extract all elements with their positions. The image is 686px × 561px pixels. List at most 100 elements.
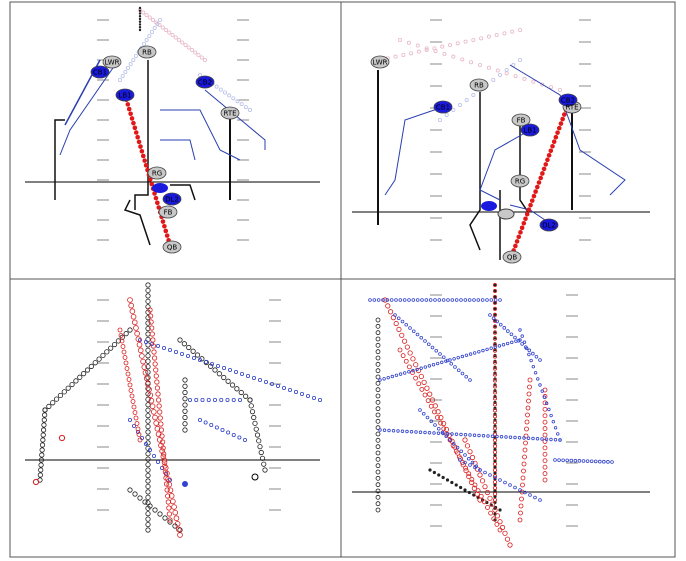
- trace-dot: [540, 389, 544, 393]
- trace-dot: [420, 298, 424, 302]
- player-label: RTE: [565, 104, 578, 112]
- trace-dot: [375, 380, 381, 386]
- trace-dot: [542, 432, 548, 438]
- faint-trace-dot: [180, 40, 185, 45]
- trace-dot: [161, 457, 167, 463]
- trace-dot: [378, 428, 382, 432]
- trace-dot: [450, 432, 454, 436]
- trace-dot: [492, 372, 497, 377]
- trace-dot: [426, 342, 431, 347]
- trace-dot: [431, 363, 436, 367]
- trace-dot: [182, 377, 188, 383]
- trace-dot: [148, 397, 155, 404]
- trace-dot: [382, 428, 387, 432]
- trace-dot: [438, 415, 444, 421]
- trace-dot: [498, 478, 502, 482]
- trace-dot: [398, 298, 403, 302]
- route-path: [204, 89, 266, 150]
- ball-path-dot: [131, 120, 136, 126]
- faint-trace-dot: [393, 54, 398, 59]
- trace-dot: [485, 505, 490, 510]
- trace-dot: [164, 487, 170, 493]
- trace-dot: [390, 374, 395, 379]
- trace-dot: [375, 412, 381, 418]
- trace-dot: [385, 303, 391, 309]
- trace-dot: [375, 368, 381, 374]
- trace-dot: [251, 375, 256, 380]
- trace-dot: [311, 395, 316, 400]
- trace-dot: [375, 501, 381, 507]
- trace-dot: [577, 459, 582, 463]
- trace-dot: [84, 367, 91, 373]
- trace-dot: [375, 488, 381, 494]
- route-path: [54, 119, 65, 200]
- trace-dot: [145, 467, 151, 473]
- trace-dot: [492, 336, 497, 341]
- trace-dot: [493, 453, 497, 457]
- trace-dot: [487, 495, 493, 501]
- trace-dot: [526, 436, 531, 440]
- trace-dot: [155, 391, 161, 397]
- trace-dot: [133, 325, 139, 331]
- ball-path-dot: [548, 148, 554, 154]
- trace-dot: [191, 355, 196, 360]
- ball-path-dot: [562, 112, 567, 117]
- player-label: CB1: [436, 104, 450, 112]
- trace-dot: [220, 427, 225, 432]
- trace-dot: [404, 344, 410, 350]
- trace-dot: [498, 298, 502, 302]
- route-path: [160, 109, 241, 161]
- trace-dot: [490, 434, 495, 438]
- trace-dot: [514, 339, 518, 343]
- route-path: [134, 60, 149, 210]
- player-marker: [137, 45, 157, 59]
- trace-dot: [553, 458, 557, 462]
- player-marker: [520, 123, 540, 137]
- trace-dot: [460, 354, 465, 359]
- trace-dot: [146, 386, 152, 393]
- trace-dot: [181, 341, 187, 347]
- trace-dot: [396, 326, 402, 333]
- trace-dot: [400, 429, 405, 433]
- trace-dot: [376, 298, 381, 302]
- trace-dot: [527, 384, 532, 390]
- trace-dot: [504, 435, 508, 439]
- ball-path-dot: [129, 116, 135, 121]
- player-label: RB: [474, 82, 484, 90]
- trace-dot: [108, 345, 114, 351]
- trace-dot: [57, 392, 64, 399]
- trace-dot: [375, 431, 381, 437]
- trace-dot: [182, 396, 188, 402]
- trace-dot: [523, 490, 527, 495]
- trace-dot: [247, 397, 253, 403]
- trace-dot: [463, 465, 469, 471]
- trace-dot: [549, 413, 553, 418]
- trace-dot: [430, 345, 435, 350]
- trace-dot: [149, 325, 155, 331]
- trace-dot: [259, 455, 266, 461]
- trace-dot: [493, 459, 497, 463]
- trace-dot: [397, 347, 403, 353]
- trace-dot: [158, 427, 165, 433]
- ball-path-dot: [135, 134, 140, 140]
- trace-dot: [485, 347, 489, 352]
- trace-dot: [482, 484, 488, 490]
- trace-dot: [463, 460, 467, 465]
- trace-dot: [134, 330, 140, 337]
- trace-dot: [464, 374, 469, 379]
- trace-dot: [436, 431, 441, 435]
- trace-dot: [145, 451, 151, 457]
- trace-dot: [468, 433, 472, 437]
- trace-dot: [375, 355, 381, 361]
- trace-dot: [527, 377, 533, 383]
- trace-dot: [238, 389, 244, 396]
- trace-dot: [499, 524, 506, 531]
- trace-dot: [518, 503, 524, 509]
- trace-dot: [212, 367, 218, 373]
- trace-dot: [415, 332, 420, 337]
- trace-dot: [38, 457, 45, 463]
- trace-dot: [453, 365, 457, 369]
- trace-dot: [460, 460, 465, 465]
- trace-dot: [155, 459, 160, 464]
- faint-trace-dot: [464, 98, 469, 103]
